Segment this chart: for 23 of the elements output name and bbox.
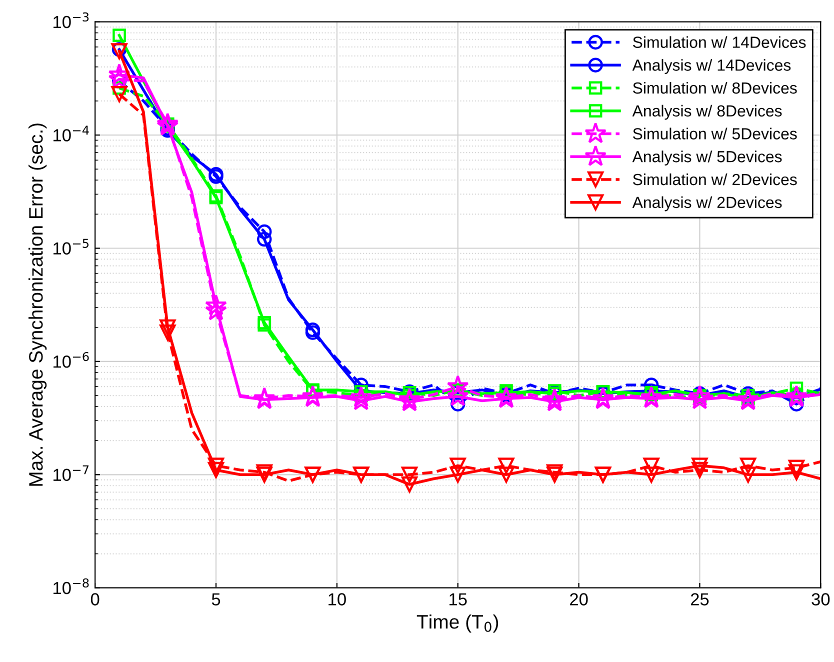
legend-label: Analysis w/ 2Devices xyxy=(632,196,782,212)
y-tick-label: 10$^{−6}$ xyxy=(54,352,89,368)
x-tick-label: 15 xyxy=(450,593,467,606)
x-tick-label: 20 xyxy=(570,593,588,606)
x-tick-label: 25 xyxy=(690,593,709,606)
y-tick-label: 10$^{−3}$ xyxy=(54,12,89,28)
x-tick-label: 10 xyxy=(328,593,346,606)
y-tick-label: 10$^{−7}$ xyxy=(54,465,89,481)
y-tick-label: 10$^{−5}$ xyxy=(54,238,89,255)
legend-label: Analysis w/ 14Devices xyxy=(632,59,791,74)
y-tick-label: 10$^{−8}$ xyxy=(54,578,89,594)
legend-label: Simulation w/ 2Devices xyxy=(633,173,797,186)
legend-label: Simulation w/ 14Devices xyxy=(633,36,806,48)
y-axis-title: Max. Average Synchronization Error (sec.) xyxy=(28,124,47,486)
x-tick-label: 0 xyxy=(90,593,100,606)
legend-label: Simulation w/ 8Devices xyxy=(633,82,797,94)
y-tick-label: 10$^{−4}$ xyxy=(54,126,89,142)
x-axis-title: Time (T$_{0}$) xyxy=(416,614,498,633)
legend-label: Simulation w/ 5Devices xyxy=(633,128,797,140)
legend-label: Analysis w/ 5Devices xyxy=(632,150,782,166)
x-tick-label: 30 xyxy=(812,593,830,606)
legend-label: Analysis w/ 8Devices xyxy=(632,104,782,120)
x-tick-label: 5 xyxy=(212,593,220,606)
